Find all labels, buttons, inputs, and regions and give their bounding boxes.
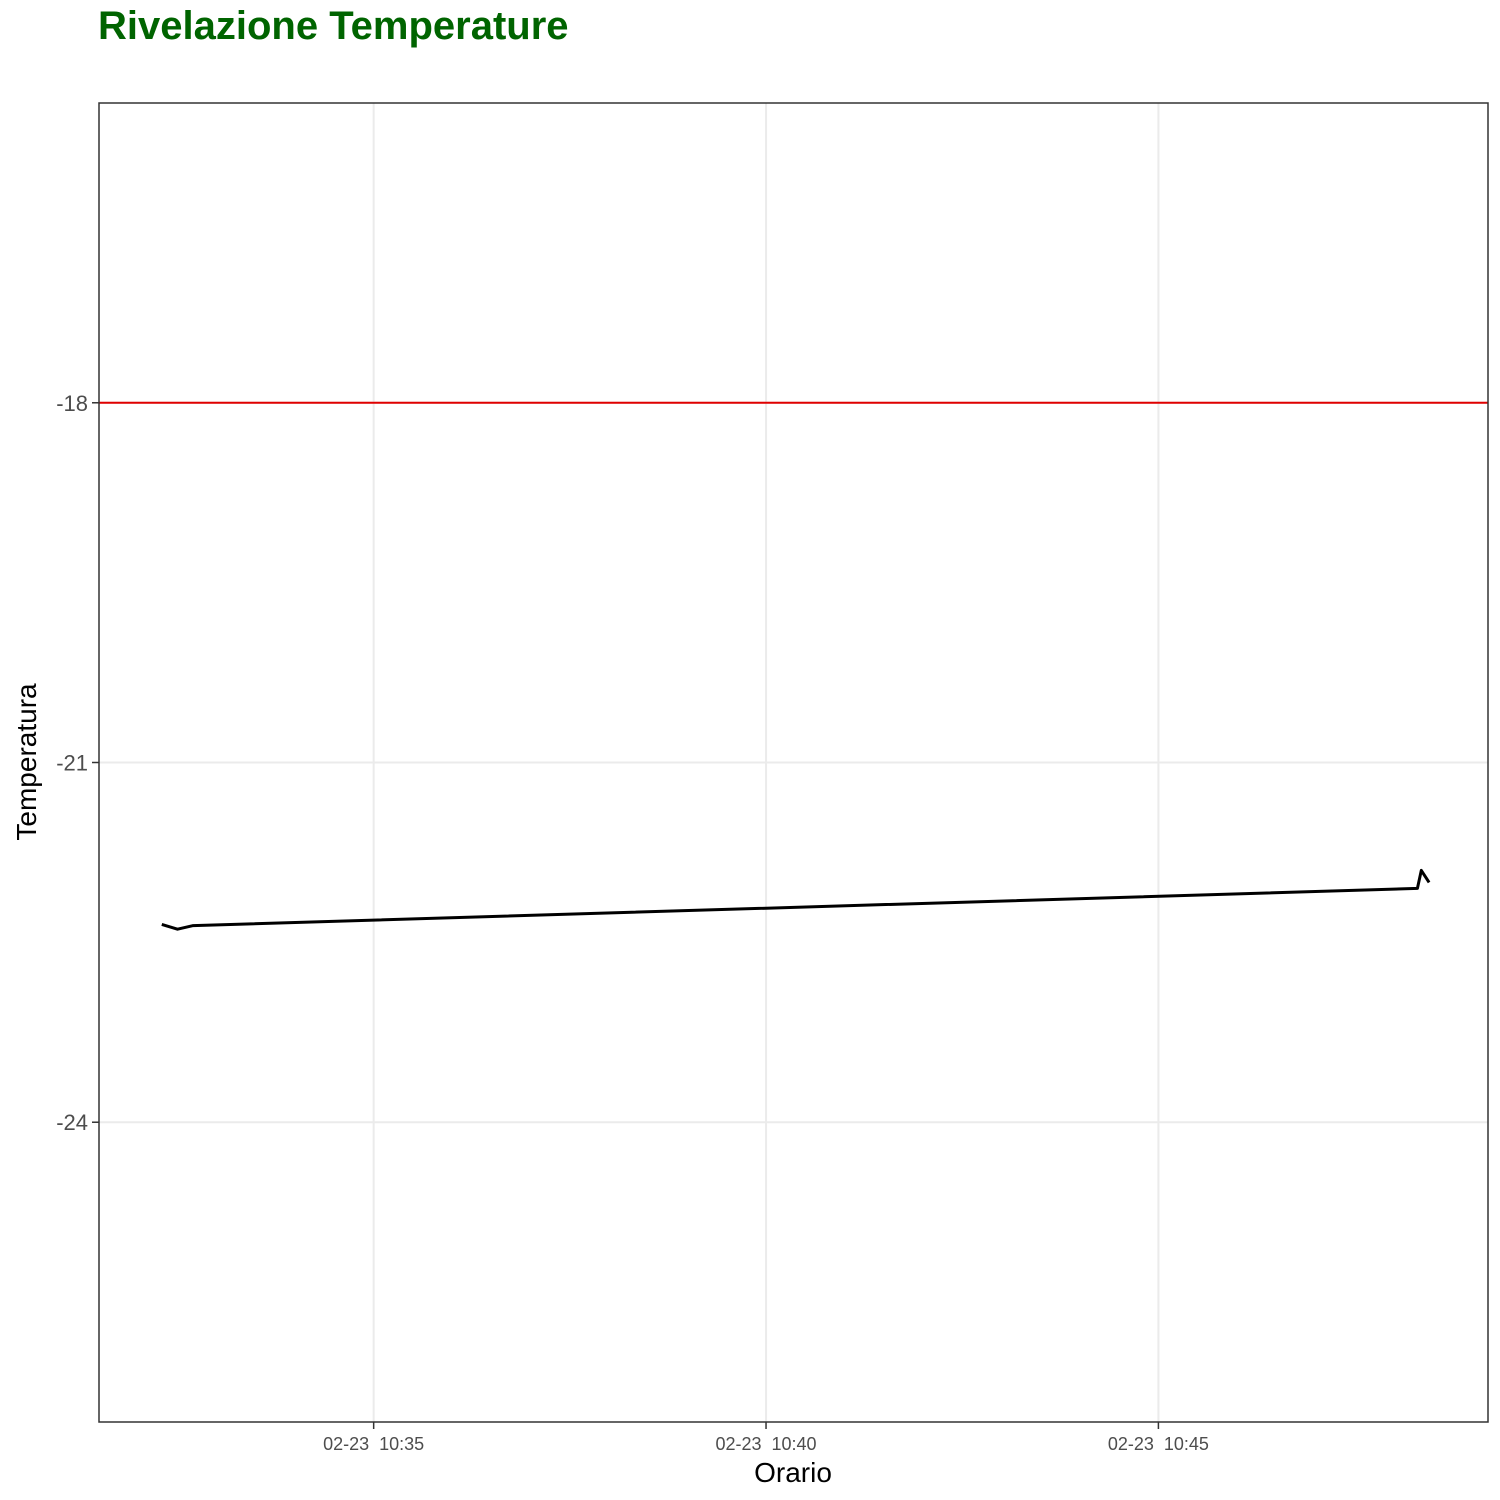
y-tick-label: -24 xyxy=(56,1110,88,1135)
x-axis: 02-23 10:35 02-23 10:40 02-23 10:45 xyxy=(323,1422,1209,1454)
y-tick-label: -21 xyxy=(56,751,88,776)
y-tick-label: -18 xyxy=(56,391,88,416)
x-axis-title: Orario xyxy=(754,1457,832,1488)
grid-layer xyxy=(99,103,1488,1422)
x-tick-label: 02-23 10:35 xyxy=(323,1434,424,1454)
y-axis: -24 -21 -18 xyxy=(56,391,99,1135)
x-tick-label: 02-23 10:40 xyxy=(715,1434,816,1454)
chart-title: Rivelazione Temperature xyxy=(98,4,569,48)
series-line xyxy=(161,868,1431,931)
y-axis-title: Temperatura xyxy=(11,683,42,841)
series-layer xyxy=(161,868,1431,931)
x-tick-label: 02-23 10:45 xyxy=(1108,1434,1209,1454)
